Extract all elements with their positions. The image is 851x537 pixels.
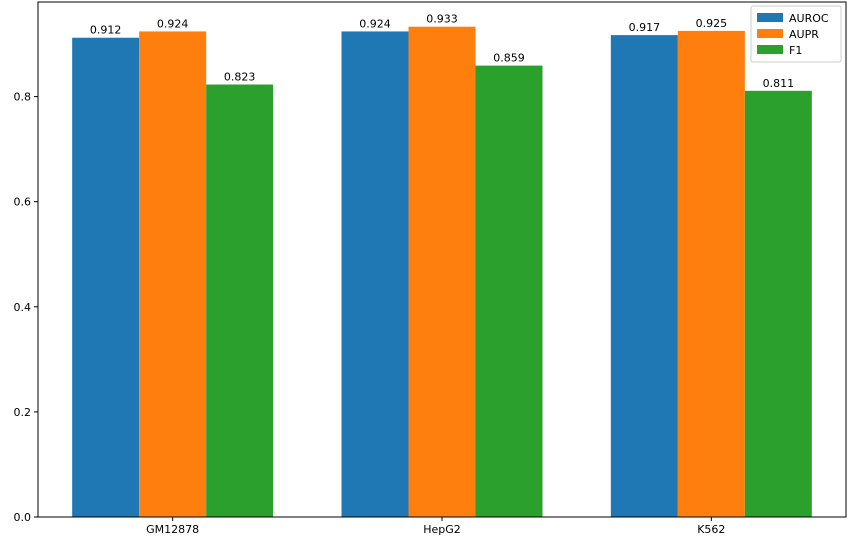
- bar-value-label: 0.912: [90, 24, 122, 37]
- plot-frame: [37, 1, 847, 518]
- bar-f1-gm12878: [206, 84, 274, 517]
- bar-aupr-hepg2: [408, 26, 476, 517]
- bar-labels-group: 0.912 0.924 0.823 0.924 0.933 0.859 0.917 0.925…: [90, 13, 794, 90]
- legend-swatch-f1: [757, 45, 783, 54]
- bar-auroc-hepg2: [341, 31, 409, 518]
- x-tick-label: HepG2: [423, 523, 461, 536]
- legend-swatch-aupr: [757, 29, 783, 38]
- bar-aupr-k562: [677, 30, 745, 518]
- y-tick-label: 0.0: [14, 511, 32, 524]
- bar-aupr-gm12878: [139, 31, 207, 518]
- legend-label-f1: F1: [789, 44, 802, 57]
- bar-value-label: 0.933: [426, 13, 458, 26]
- bar-value-label: 0.859: [493, 52, 525, 65]
- y-tick-label: 0.2: [14, 406, 32, 419]
- bar-auroc-k562: [610, 35, 678, 518]
- y-axis: 0.0 0.2 0.4 0.6 0.8: [14, 91, 38, 524]
- bar-value-label: 0.925: [696, 17, 728, 30]
- bar-auroc-gm12878: [72, 37, 140, 517]
- y-tick-label: 0.6: [14, 196, 32, 209]
- bar-value-label: 0.811: [763, 77, 795, 90]
- bar-value-label: 0.924: [157, 17, 189, 30]
- bar-f1-k562: [744, 90, 812, 517]
- x-axis: GM12878 HepG2 K562: [146, 517, 725, 536]
- legend: AUROC AUPR F1: [750, 5, 842, 63]
- y-tick-label: 0.8: [14, 91, 32, 104]
- bar-value-label: 0.917: [629, 21, 661, 34]
- bar-f1-hepg2: [475, 65, 543, 517]
- legend-label-aupr: AUPR: [789, 28, 819, 41]
- legend-label-auroc: AUROC: [789, 12, 829, 25]
- y-tick-label: 0.4: [14, 301, 32, 314]
- x-tick-label: GM12878: [146, 523, 199, 536]
- legend-swatch-auroc: [757, 13, 783, 22]
- bars-group: [72, 26, 812, 518]
- bar-value-label: 0.924: [359, 17, 391, 30]
- x-tick-label: K562: [697, 523, 725, 536]
- bar-value-label: 0.823: [224, 71, 256, 84]
